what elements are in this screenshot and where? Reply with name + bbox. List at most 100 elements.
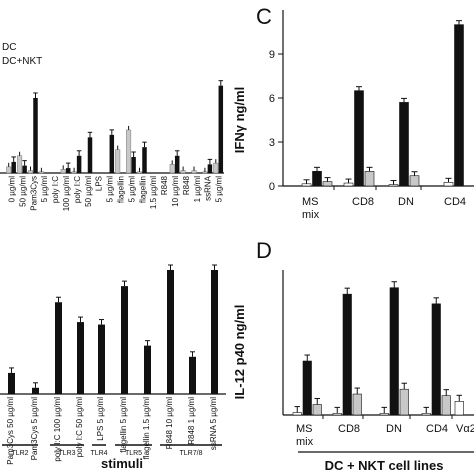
- tick-label-x: 5 µg/ml: [106, 176, 115, 203]
- tick-label-x: 10 µg/ml: [171, 176, 180, 207]
- tick-label-x: poly I:C 50 µg/ml: [75, 397, 84, 457]
- bar: [342, 293, 352, 416]
- x-tick-label: DN: [386, 423, 402, 435]
- tick-label-x: Pam3Cys 50 µg/ml: [6, 397, 15, 465]
- tick-label-x: ssRNA 5 µg/ml: [209, 397, 218, 450]
- tick-label-x: poly I:C 100 µg/ml: [53, 397, 62, 462]
- x-tick-label: CD4: [426, 423, 448, 435]
- legend-dc: DC: [2, 42, 16, 53]
- bar-dc-nkt: [77, 322, 84, 394]
- y-tick-label: 6: [269, 93, 275, 105]
- bar-dc: [71, 171, 77, 174]
- bar-dc: [137, 171, 142, 174]
- tick-label-x: 5 µg/ml: [215, 176, 224, 203]
- ylabel-il12: IL-12 p40 ng/ml: [232, 305, 247, 400]
- tick-label-x: 1.5 µg/ml: [149, 176, 158, 209]
- y-tick-label: 3: [269, 137, 275, 149]
- bar-dc-nkt: [87, 137, 93, 173]
- tick-label-x: LPS 5 µg/ml: [96, 397, 105, 441]
- bar: [409, 175, 420, 187]
- x-tick-label: DN: [398, 196, 414, 208]
- bar: [302, 360, 312, 416]
- tick-label-x: Pam3Cys 5 µg/ml: [30, 397, 39, 461]
- bar-dc-nkt: [11, 161, 16, 173]
- tick-label-x: flagellin 1.5 µg/ml: [142, 397, 151, 460]
- bar-dc-nkt: [32, 387, 39, 394]
- tick-label-x: poly I:C: [73, 176, 82, 203]
- tick-label-x: 0 µg/ml: [7, 176, 16, 203]
- tick-label-x: flagellin: [116, 176, 125, 203]
- bar: [389, 287, 399, 416]
- x-tick-label: mix: [296, 436, 314, 448]
- tick-label-x: R848 1 µg/ml: [187, 397, 196, 445]
- panel-letter-d: D: [256, 238, 272, 263]
- legend: DC DC+NKT: [2, 42, 42, 67]
- tick-label-x: R848 10 µg/ml: [165, 397, 174, 449]
- bar-dc: [60, 169, 66, 174]
- bar-dc: [202, 171, 208, 174]
- tick-label-x: R848: [160, 175, 169, 195]
- bar: [292, 412, 302, 416]
- bar-dc-nkt: [8, 372, 15, 394]
- bar: [399, 102, 409, 187]
- bar-dc-nkt: [211, 270, 218, 394]
- bar-dc-nkt: [207, 164, 213, 173]
- tick-label-x: ssRNA: [204, 175, 213, 201]
- bar-dc-nkt: [174, 155, 180, 173]
- bar-dc: [17, 155, 23, 174]
- tick-label-x: 50 µg/ml: [84, 176, 93, 207]
- y-tick-label: 0: [269, 181, 275, 193]
- bar: [431, 303, 441, 416]
- xlabel-stimuli: stimuli: [101, 456, 143, 471]
- legend-dc-nkt: DC+NKT: [2, 56, 42, 67]
- bar-dc: [6, 166, 12, 174]
- bar-dc-nkt: [167, 270, 174, 394]
- x-tick-label: Vα2: [456, 423, 474, 435]
- bar: [343, 182, 354, 187]
- bar: [454, 24, 464, 187]
- tick-label-x: 100 µg/ml: [62, 176, 71, 212]
- tick-label-x: Pam3Cys: [29, 176, 38, 211]
- bar: [301, 183, 312, 187]
- tlr-group-label: TLR3: [58, 450, 75, 457]
- bar: [312, 404, 322, 416]
- tick-label-x: flagellin 5 µg/ml: [119, 397, 128, 453]
- bar: [388, 184, 399, 187]
- bar: [399, 388, 409, 416]
- bar-dc-nkt: [121, 286, 128, 394]
- y-tick-label: 9: [269, 49, 275, 61]
- tick-label-x: 5 µg/ml: [40, 176, 49, 203]
- tick-label-x: LPS: [95, 176, 104, 191]
- bar-dc-nkt: [22, 165, 27, 173]
- bar-dc: [115, 149, 121, 174]
- x-tick-label: CD4: [444, 196, 466, 208]
- bar: [322, 181, 333, 187]
- bar-dc-nkt: [109, 134, 115, 173]
- bar-dc-nkt: [142, 147, 147, 173]
- x-tick-label: CD8: [338, 423, 360, 435]
- bar: [379, 413, 389, 416]
- ylabel-ifn: IFNγ ng/ml: [232, 87, 247, 153]
- bar: [332, 413, 342, 416]
- bar-dc: [28, 170, 33, 174]
- bar-dc-nkt: [76, 155, 82, 173]
- bar-dc: [126, 129, 132, 174]
- tlr-group-label: TLR4: [90, 450, 107, 457]
- bar: [364, 171, 375, 187]
- bar-dc: [191, 170, 197, 174]
- bar-dc-nkt: [189, 356, 196, 394]
- panel-letter-c: C: [256, 4, 272, 29]
- tlr-group-label: TLR7/8: [180, 450, 203, 457]
- bar: [312, 171, 322, 187]
- bar-dc-nkt: [218, 85, 224, 173]
- bar: [441, 395, 451, 416]
- bar-dc: [180, 170, 186, 174]
- bar: [454, 401, 464, 416]
- xlabel-cell-lines: DC + NKT cell lines: [325, 458, 444, 473]
- x-tick-label: CD8: [352, 196, 374, 208]
- bar-dc-nkt: [33, 97, 38, 173]
- bar: [352, 393, 362, 416]
- tick-label-x: R848: [182, 175, 191, 195]
- tlr-group-label: TLR2: [11, 450, 28, 457]
